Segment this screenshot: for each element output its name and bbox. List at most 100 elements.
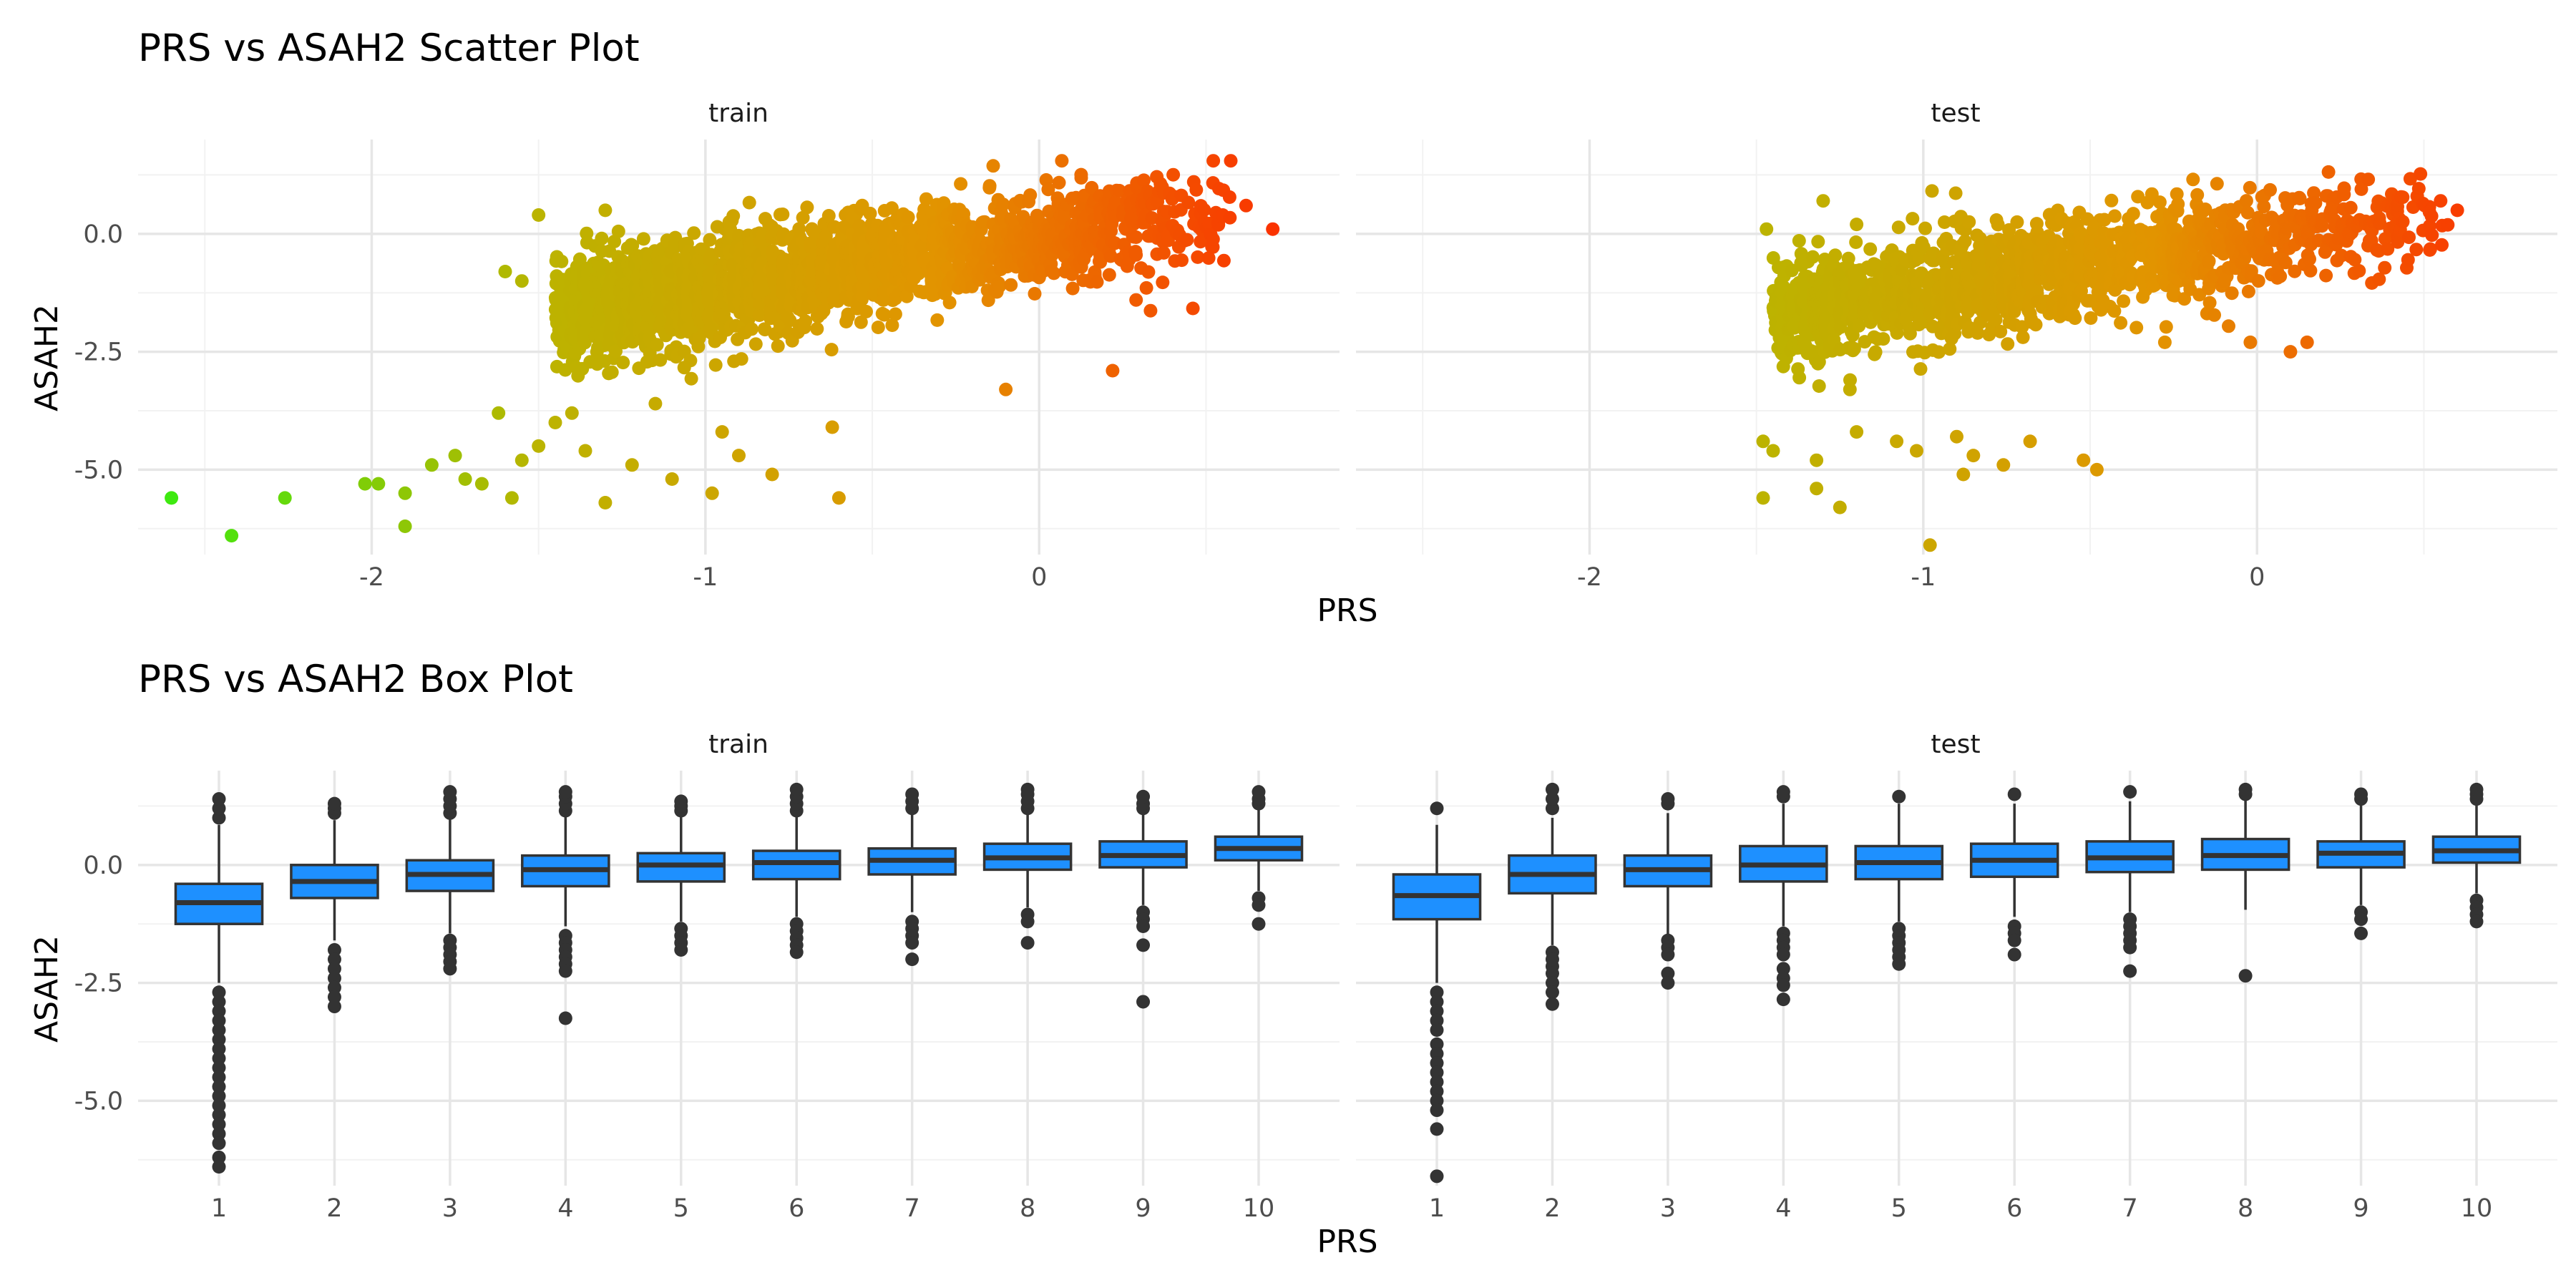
scatter-point [1224, 154, 1238, 168]
x-tick-label: 9 [1135, 1194, 1151, 1223]
scatter-point [2441, 218, 2455, 232]
scatter-point [668, 230, 683, 245]
scatter-point [2104, 193, 2119, 208]
scatter-point [1792, 371, 1807, 385]
scatter-point [776, 208, 790, 221]
scatter-point [653, 353, 668, 367]
scatter-point [578, 444, 592, 458]
scatter-point [2251, 274, 2265, 288]
scatter-point [1994, 324, 2008, 338]
scatter-point [2117, 294, 2131, 308]
scatter-point [888, 307, 902, 321]
box-9 [2316, 787, 2406, 940]
box-facet-train-label: train [708, 730, 769, 759]
scatter-point [595, 231, 609, 245]
y-tick-label: -5.0 [74, 1087, 123, 1116]
scatter-point [1958, 234, 1972, 248]
scatter-point [1966, 449, 1981, 463]
scatter-point [1756, 434, 1770, 449]
scatter-point [2129, 321, 2144, 335]
scatter-x-ticks: -2 -1 0 -2 -1 0 [359, 563, 2265, 592]
scatter-point [884, 201, 899, 215]
scatter-point [2425, 228, 2439, 243]
scatter-chart: PRS vs ASAH2 Scatter Plot train test 0.0… [29, 26, 2557, 629]
scatter-point [1973, 231, 1987, 245]
outlier-point [1661, 947, 1675, 962]
scatter-point [1206, 154, 1221, 168]
scatter-point [1833, 500, 1847, 514]
outlier-point [2469, 914, 2484, 929]
scatter-point [1166, 167, 1181, 182]
scatter-point [1129, 230, 1143, 244]
box-facet-test-label: test [1931, 730, 1980, 759]
scatter-point [1074, 171, 1088, 185]
scatter-point [1956, 467, 1971, 482]
outlier-point [1136, 995, 1151, 1009]
outlier-point [2007, 947, 2021, 962]
scatter-point [2207, 308, 2221, 322]
scatter-point [1041, 182, 1055, 197]
scatter-point [1137, 173, 1151, 187]
scatter-point [2434, 194, 2448, 208]
outlier-point [2469, 782, 2484, 796]
outlier-point [1892, 957, 1906, 971]
scatter-point [665, 472, 679, 486]
scatter-point [1912, 250, 1926, 265]
scatter-point [532, 439, 546, 453]
x-tick-label: 0 [1031, 563, 1047, 592]
outlier-point [1776, 785, 1790, 799]
scatter-point [458, 472, 472, 486]
outlier-point [327, 796, 341, 811]
outlier-point [443, 962, 457, 976]
scatter-point [2409, 243, 2424, 257]
scatter-point [1156, 275, 1170, 290]
scatter-point [2402, 230, 2416, 245]
scatter-point [854, 315, 868, 329]
box-x-axis-label: PRS [1317, 1224, 1377, 1260]
x-tick-label: -2 [1577, 563, 1602, 592]
scatter-point [572, 252, 587, 266]
scatter-point [2396, 215, 2410, 229]
scatter-point [2016, 330, 2030, 344]
scatter-point [492, 406, 506, 420]
scatter-point [1903, 326, 1917, 341]
scatter-point [930, 313, 945, 327]
scatter-point [611, 224, 625, 238]
scatter-point [1910, 444, 1923, 458]
x-tick-label: 6 [2006, 1194, 2022, 1223]
scatter-point [942, 296, 957, 310]
scatter-point [2023, 434, 2037, 449]
scatter-point [1180, 233, 1194, 247]
scatter-point [821, 209, 836, 223]
scatter-point [2029, 318, 2043, 332]
scatter-point [1996, 458, 2011, 472]
scatter-point [687, 226, 701, 240]
scatter-point [703, 233, 717, 247]
scatter-point [555, 254, 569, 268]
outlier-point [2123, 964, 2137, 978]
outlier-point [789, 782, 804, 796]
scatter-point [1102, 268, 1116, 282]
scatter-panel-train [138, 140, 1340, 555]
y-tick-label: -2.5 [74, 338, 123, 367]
outlier-point [558, 964, 572, 978]
scatter-point [532, 208, 546, 222]
scatter-point [1810, 482, 1824, 496]
scatter-point [1206, 232, 1220, 246]
scatter-point [2263, 182, 2277, 197]
outlier-point [1252, 785, 1266, 799]
x-tick-label: -1 [1911, 563, 1936, 592]
scatter-point [2001, 337, 2015, 351]
scatter-point [1760, 222, 1774, 236]
scatter-panel-test [1356, 140, 2557, 555]
outlier-point [1661, 976, 1675, 990]
x-tick-label: 8 [2238, 1194, 2253, 1223]
scatter-point [2372, 272, 2386, 286]
scatter-point [1876, 332, 1890, 346]
scatter-point [2171, 197, 2185, 211]
scatter-point [548, 416, 562, 429]
scatter-point [2222, 319, 2235, 333]
scatter-point [2378, 260, 2392, 275]
scatter-point [2239, 194, 2253, 208]
